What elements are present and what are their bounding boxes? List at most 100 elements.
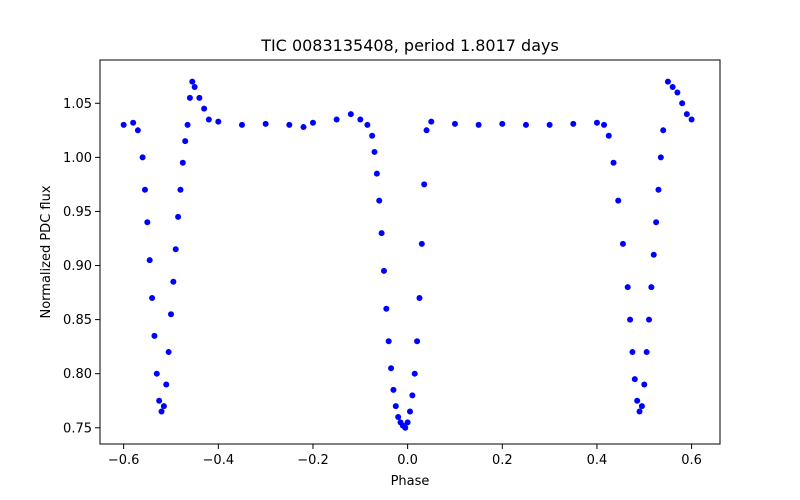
- y-tick-label: 0.80: [63, 367, 92, 382]
- data-point: [130, 119, 137, 126]
- data-point: [134, 127, 141, 134]
- data-point: [641, 381, 648, 388]
- data-point: [657, 154, 664, 161]
- data-point: [570, 120, 577, 127]
- data-point: [646, 316, 653, 323]
- data-point: [669, 84, 676, 91]
- data-point: [428, 118, 435, 125]
- data-point: [170, 278, 177, 285]
- x-tick-label: 0.6: [681, 453, 702, 468]
- data-point: [688, 116, 695, 123]
- data-point: [179, 159, 186, 166]
- data-point: [262, 120, 269, 127]
- data-point: [522, 121, 529, 128]
- x-tick-label: −0.4: [203, 453, 235, 468]
- data-point: [674, 89, 681, 96]
- data-point: [636, 408, 643, 415]
- chart-title: TIC 0083135408, period 1.8017 days: [260, 36, 559, 55]
- data-point: [300, 124, 307, 131]
- data-point: [411, 370, 418, 377]
- data-point: [601, 121, 608, 128]
- data-point: [650, 251, 657, 258]
- data-point: [499, 120, 506, 127]
- data-point: [416, 294, 423, 301]
- data-point: [347, 111, 354, 118]
- data-point: [215, 118, 222, 125]
- x-tick-label: 0.0: [397, 453, 418, 468]
- data-point: [139, 154, 146, 161]
- data-point: [475, 121, 482, 128]
- data-point: [149, 294, 156, 301]
- data-point: [167, 311, 174, 318]
- data-point: [624, 284, 631, 291]
- data-point: [163, 381, 170, 388]
- data-point: [664, 78, 671, 85]
- data-point: [634, 397, 641, 404]
- data-point: [175, 213, 182, 220]
- data-point: [423, 127, 430, 134]
- scatter-points-group: [120, 78, 695, 431]
- data-point: [172, 246, 179, 253]
- data-point: [151, 332, 158, 339]
- data-point: [357, 116, 364, 123]
- data-point: [546, 121, 553, 128]
- data-point: [627, 316, 634, 323]
- y-tick-label: 1.05: [63, 97, 92, 112]
- data-point: [177, 186, 184, 193]
- data-point: [205, 116, 212, 123]
- data-point: [418, 240, 425, 247]
- data-point: [421, 181, 428, 188]
- data-point: [201, 105, 208, 112]
- plot-frame: [99, 59, 721, 445]
- data-point: [156, 397, 163, 404]
- y-axis-label: Normalized PDC flux: [39, 185, 54, 318]
- data-point: [655, 186, 662, 193]
- data-point: [158, 408, 165, 415]
- y-tick-label: 0.75: [63, 421, 92, 436]
- data-point: [404, 419, 411, 426]
- x-tick-label: −0.6: [108, 453, 140, 468]
- x-tick-label: −0.2: [297, 453, 329, 468]
- data-point: [309, 119, 316, 126]
- y-tick-label: 0.85: [63, 313, 92, 328]
- data-point: [153, 370, 160, 377]
- data-point: [120, 121, 127, 128]
- data-point: [392, 403, 399, 410]
- data-point: [146, 257, 153, 264]
- data-point: [683, 111, 690, 118]
- x-axis: −0.6 −0.4 −0.2 0.0 0.2 0.4 0.6: [108, 444, 702, 468]
- data-point: [186, 94, 193, 101]
- data-point: [409, 392, 416, 399]
- data-point: [165, 349, 172, 356]
- data-point: [286, 121, 293, 128]
- data-point: [451, 120, 458, 127]
- data-point: [643, 349, 650, 356]
- data-point: [388, 365, 395, 372]
- data-point: [619, 240, 626, 247]
- data-point: [380, 267, 387, 274]
- data-point: [390, 386, 397, 393]
- y-tick-label: 0.95: [63, 205, 92, 220]
- data-point: [184, 121, 191, 128]
- data-point: [369, 132, 376, 139]
- data-point: [660, 127, 667, 134]
- y-tick-label: 0.90: [63, 259, 92, 274]
- data-point: [395, 413, 402, 420]
- y-tick-label: 1.00: [63, 151, 92, 166]
- data-point: [610, 159, 617, 166]
- data-point: [414, 338, 421, 345]
- data-point: [371, 148, 378, 155]
- y-axis: 0.75 0.80 0.85 0.90 0.95 1.00 1.05: [63, 97, 100, 436]
- data-point: [631, 376, 638, 383]
- data-point: [182, 138, 189, 145]
- data-point: [160, 403, 167, 410]
- data-point: [679, 100, 686, 107]
- data-point: [653, 219, 660, 226]
- x-tick-label: 0.2: [492, 453, 513, 468]
- data-point: [144, 219, 151, 226]
- data-point: [333, 116, 340, 123]
- data-point: [593, 119, 600, 126]
- data-point: [378, 230, 385, 237]
- data-point: [238, 121, 245, 128]
